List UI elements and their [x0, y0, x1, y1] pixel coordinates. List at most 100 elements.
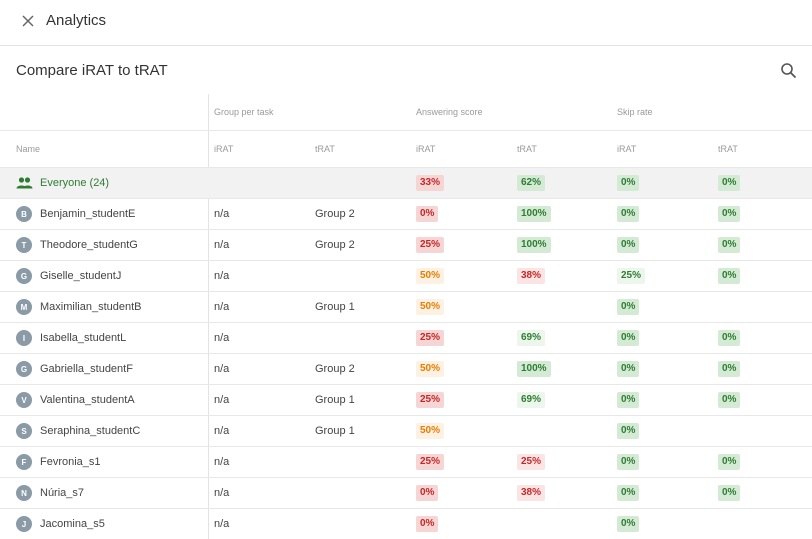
student-cell: V Valentina_studentA [16, 385, 135, 415]
student-name: Gabriella_studentF [40, 363, 133, 375]
student-cell: G Gabriella_studentF [16, 354, 133, 384]
table-row[interactable]: V Valentina_studentA n/a Group 1 25% 69%… [0, 385, 812, 416]
answer-irat-badge: 50% [416, 361, 445, 377]
student-cell: M Maximilian_studentB [16, 292, 142, 322]
group-irat-cell: n/a [214, 363, 230, 375]
skip-trat-badge: 0% [718, 330, 741, 346]
column-divider [208, 94, 209, 539]
everyone-cell: Everyone (24) [16, 168, 109, 198]
answer-trat-header[interactable]: tRAT [517, 144, 537, 154]
table-row[interactable]: N Núria_s7 n/a 0% 38% 0% 0% [0, 478, 812, 509]
answer-trat-badge: 38% [517, 485, 546, 501]
student-name: Seraphina_studentC [40, 425, 141, 437]
student-cell: J Jacomina_s5 [16, 509, 105, 539]
answer-trat-badge: 62% [517, 175, 546, 191]
search-button[interactable] [780, 62, 797, 79]
group-irat-cell: n/a [214, 301, 230, 313]
skip-irat-header[interactable]: iRAT [617, 144, 637, 154]
group-trat-cell: Group 2 [315, 363, 355, 375]
page-header: Compare iRAT to tRAT [0, 46, 812, 94]
group-trat-header[interactable]: tRAT [315, 144, 335, 154]
group-trat-cell: Group 2 [315, 239, 355, 251]
group-irat-cell: n/a [214, 487, 230, 499]
answer-irat-badge: 50% [416, 423, 445, 439]
group-irat-cell: n/a [214, 518, 230, 530]
avatar: G [16, 361, 32, 377]
analytics-table: Group per task Answering score Skip rate… [0, 94, 812, 539]
skip-trat-badge: 0% [718, 454, 741, 470]
everyone-row[interactable]: Everyone (24) 33% 62% 0% 0% [0, 168, 812, 199]
avatar: N [16, 485, 32, 501]
group-irat-cell: n/a [214, 425, 230, 437]
student-cell: N Núria_s7 [16, 478, 84, 508]
student-name: Núria_s7 [40, 487, 85, 499]
skip-irat-badge: 0% [617, 175, 640, 191]
answering-score-header: Answering score [416, 107, 483, 117]
search-icon [781, 63, 797, 79]
table-row[interactable]: I Isabella_studentL n/a 25% 69% 0% 0% [0, 323, 812, 354]
group-trat-cell: Group 2 [315, 208, 355, 220]
close-button[interactable] [19, 12, 37, 30]
group-irat-cell: n/a [214, 332, 230, 344]
group-irat-cell: n/a [214, 239, 230, 251]
student-cell: F Fevronia_s1 [16, 447, 101, 477]
answer-irat-badge: 0% [416, 206, 439, 222]
skip-irat-badge: 0% [617, 206, 640, 222]
answer-irat-badge: 25% [416, 392, 445, 408]
student-name: Isabella_studentL [40, 332, 127, 344]
group-irat-cell: n/a [214, 270, 230, 282]
skip-trat-badge: 0% [718, 485, 741, 501]
student-cell: B Benjamin_studentE [16, 199, 135, 229]
name-column-header[interactable]: Name [16, 144, 41, 154]
people-icon [16, 177, 33, 189]
answer-irat-badge: 25% [416, 237, 445, 253]
table-row[interactable]: F Fevronia_s1 n/a 25% 25% 0% 0% [0, 447, 812, 478]
answer-trat-badge: 100% [517, 361, 551, 377]
skip-trat-badge: 0% [718, 206, 741, 222]
skip-irat-badge: 0% [617, 516, 640, 532]
skip-irat-badge: 0% [617, 423, 640, 439]
group-trat-cell: Group 1 [315, 425, 355, 437]
table-row[interactable]: J Jacomina_s5 n/a 0% 0% [0, 509, 812, 539]
skip-trat-badge: 0% [718, 361, 741, 377]
table-row[interactable]: T Theodore_studentG n/a Group 2 25% 100%… [0, 230, 812, 261]
student-rows: B Benjamin_studentE n/a Group 2 0% 100% … [0, 199, 812, 539]
group-irat-header[interactable]: iRAT [214, 144, 234, 154]
student-cell: I Isabella_studentL [16, 323, 126, 353]
skip-trat-badge: 0% [718, 268, 741, 284]
table-row[interactable]: G Gabriella_studentF n/a Group 2 50% 100… [0, 354, 812, 385]
answer-irat-badge: 50% [416, 268, 445, 284]
table-row[interactable]: B Benjamin_studentE n/a Group 2 0% 100% … [0, 199, 812, 230]
table-row[interactable]: S Seraphina_studentC n/a Group 1 50% 0% [0, 416, 812, 447]
student-name: Jacomina_s5 [40, 518, 105, 530]
avatar: G [16, 268, 32, 284]
student-name: Benjamin_studentE [40, 208, 136, 220]
answer-trat-badge: 100% [517, 206, 551, 222]
table-row[interactable]: M Maximilian_studentB n/a Group 1 50% 0% [0, 292, 812, 323]
table-row[interactable]: G Giselle_studentJ n/a 50% 38% 25% 0% [0, 261, 812, 292]
student-cell: T Theodore_studentG [16, 230, 138, 260]
skip-irat-badge: 0% [617, 392, 640, 408]
group-irat-cell: n/a [214, 208, 230, 220]
group-irat-cell: n/a [214, 394, 230, 406]
top-bar: Analytics [0, 0, 812, 46]
answer-irat-badge: 33% [416, 175, 445, 191]
column-group-header: Group per task Answering score Skip rate [0, 94, 812, 131]
student-name: Valentina_studentA [40, 394, 135, 406]
group-per-task-header: Group per task [214, 107, 274, 117]
everyone-label: Everyone (24) [40, 177, 110, 189]
skip-irat-badge: 0% [617, 299, 640, 315]
group-trat-cell: Group 1 [315, 301, 355, 313]
skip-rate-header: Skip rate [617, 107, 653, 117]
answer-irat-header[interactable]: iRAT [416, 144, 436, 154]
answer-irat-badge: 0% [416, 516, 439, 532]
skip-irat-badge: 0% [617, 454, 640, 470]
avatar: I [16, 330, 32, 346]
skip-trat-header[interactable]: tRAT [718, 144, 738, 154]
page-title: Compare iRAT to tRAT [16, 62, 168, 79]
group-irat-cell: n/a [214, 456, 230, 468]
student-name: Maximilian_studentB [40, 301, 142, 313]
answer-irat-badge: 25% [416, 330, 445, 346]
student-cell: G Giselle_studentJ [16, 261, 121, 291]
skip-trat-badge: 0% [718, 175, 741, 191]
